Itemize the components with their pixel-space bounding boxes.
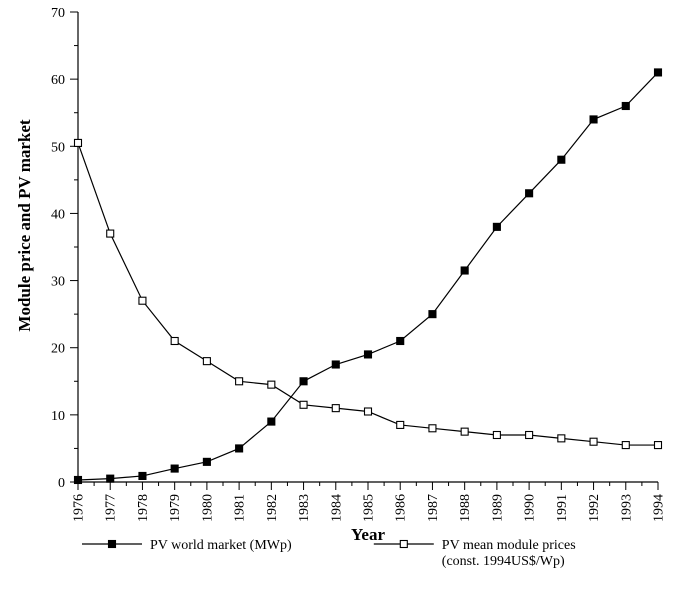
series-marker bbox=[397, 421, 404, 428]
series-marker bbox=[236, 378, 243, 385]
series-marker bbox=[139, 472, 146, 479]
y-tick-label: 30 bbox=[51, 275, 65, 290]
series-marker bbox=[493, 432, 500, 439]
y-axis-title: Module price and PV market bbox=[15, 119, 34, 332]
series-marker bbox=[300, 378, 307, 385]
series-marker bbox=[203, 358, 210, 365]
chart-svg: 0 10 20 30 40 50 60 70 1976 1977 1978 1979 1980 1981 1… bbox=[0, 0, 686, 590]
x-tick-label: 1979 bbox=[168, 494, 183, 522]
series-marker bbox=[139, 297, 146, 304]
series-marker bbox=[397, 338, 404, 345]
x-tick-label: 1989 bbox=[490, 494, 505, 522]
legend-label: (const. 1994US$/Wp) bbox=[442, 554, 565, 569]
series-marker bbox=[203, 458, 210, 465]
x-tick-label: 1980 bbox=[200, 494, 215, 522]
series-marker bbox=[526, 432, 533, 439]
series-marker bbox=[655, 442, 662, 449]
x-tick-label: 1982 bbox=[265, 494, 280, 522]
legend-marker bbox=[109, 541, 116, 548]
series-marker bbox=[107, 230, 114, 237]
series-marker bbox=[75, 476, 82, 483]
series-marker bbox=[107, 475, 114, 482]
legend-marker bbox=[400, 541, 407, 548]
series-marker bbox=[268, 381, 275, 388]
x-axis-title: Year bbox=[351, 525, 385, 544]
legend-label: PV world market (MWp) bbox=[150, 538, 292, 553]
series-marker bbox=[75, 139, 82, 146]
chart-container: { "chart": { "type": "line", "width": 68… bbox=[0, 0, 686, 590]
series-marker bbox=[461, 428, 468, 435]
series-marker bbox=[365, 351, 372, 358]
x-tick-label: 1994 bbox=[652, 494, 667, 522]
x-tick-label: 1984 bbox=[329, 494, 344, 522]
series-marker bbox=[590, 438, 597, 445]
y-tick-label: 50 bbox=[51, 140, 65, 155]
series-marker bbox=[493, 223, 500, 230]
x-tick-label: 1990 bbox=[523, 494, 538, 522]
x-tick-label: 1987 bbox=[426, 494, 441, 522]
series-marker bbox=[365, 408, 372, 415]
x-tick-label: 1992 bbox=[587, 494, 602, 522]
x-tick-label: 1985 bbox=[362, 494, 377, 522]
y-tick-label: 40 bbox=[51, 207, 65, 222]
x-tick-label: 1976 bbox=[72, 494, 87, 522]
y-tick-label: 60 bbox=[51, 73, 65, 88]
series-marker bbox=[300, 401, 307, 408]
x-tick-label: 1977 bbox=[104, 494, 119, 522]
legend-label: PV mean module prices bbox=[442, 538, 576, 553]
series-marker bbox=[429, 425, 436, 432]
series-marker bbox=[558, 156, 565, 163]
series-marker bbox=[171, 465, 178, 472]
x-tick-label: 1983 bbox=[297, 494, 312, 522]
series-marker bbox=[461, 267, 468, 274]
x-tick-label: 1981 bbox=[233, 494, 248, 522]
y-tick-label: 0 bbox=[58, 476, 65, 491]
x-tick-label: 1986 bbox=[394, 494, 409, 522]
y-tick-label: 10 bbox=[51, 409, 65, 424]
series-marker bbox=[429, 311, 436, 318]
series-marker bbox=[622, 442, 629, 449]
x-tick-label: 1978 bbox=[136, 494, 151, 522]
series-marker bbox=[526, 190, 533, 197]
series-marker bbox=[590, 116, 597, 123]
series-marker bbox=[268, 418, 275, 425]
y-tick-label: 20 bbox=[51, 342, 65, 357]
x-tick-label: 1991 bbox=[555, 494, 570, 522]
series-marker bbox=[236, 445, 243, 452]
x-tick-label: 1988 bbox=[458, 494, 473, 522]
series-marker bbox=[332, 361, 339, 368]
y-tick-label: 70 bbox=[51, 6, 65, 21]
series-marker bbox=[332, 405, 339, 412]
series-marker bbox=[558, 435, 565, 442]
x-tick-label: 1993 bbox=[619, 494, 634, 522]
series-marker bbox=[171, 338, 178, 345]
series-marker bbox=[655, 69, 662, 76]
series-marker bbox=[622, 103, 629, 110]
